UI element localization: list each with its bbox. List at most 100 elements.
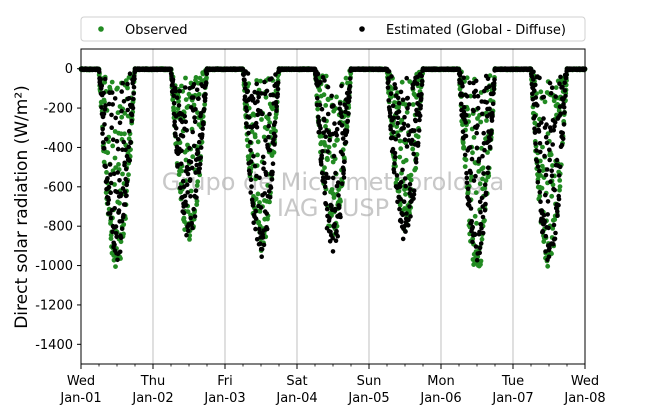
data-point (533, 82, 538, 88)
data-point (122, 160, 127, 166)
data-point (412, 128, 417, 133)
data-point (179, 168, 185, 174)
data-point (105, 176, 110, 181)
data-point (264, 211, 270, 216)
data-point (474, 257, 480, 263)
data-point (257, 175, 262, 181)
data-point (535, 103, 540, 108)
data-point (405, 123, 411, 128)
data-point (337, 106, 343, 111)
data-point (98, 77, 103, 82)
data-point (556, 173, 562, 178)
data-point (561, 122, 567, 127)
data-point (272, 120, 278, 125)
data-point (548, 152, 554, 158)
data-point (119, 114, 125, 120)
data-point (194, 183, 200, 188)
data-point (475, 105, 481, 111)
data-point (395, 120, 401, 126)
data-point (99, 105, 104, 110)
data-point (254, 124, 260, 130)
data-point (131, 91, 136, 96)
y-tick-label: -1000 (35, 259, 73, 274)
data-point (105, 150, 111, 156)
data-point (419, 78, 425, 84)
data-point (469, 156, 475, 162)
data-point (531, 69, 536, 75)
data-point (181, 210, 187, 216)
data-point (203, 80, 209, 85)
data-point (318, 79, 323, 85)
data-point (398, 89, 404, 95)
data-point (542, 99, 548, 105)
data-point (339, 181, 345, 186)
data-point (477, 199, 483, 205)
data-point (253, 196, 259, 202)
data-point (257, 209, 263, 214)
data-point (193, 75, 199, 80)
data-point (413, 156, 419, 162)
data-point (544, 167, 550, 172)
data-point (187, 237, 192, 242)
data-point (474, 220, 479, 226)
data-point (414, 81, 420, 86)
data-point (551, 127, 556, 133)
data-point (532, 88, 537, 94)
data-point (325, 111, 331, 117)
data-point (196, 96, 201, 101)
data-point (401, 121, 407, 127)
data-point (541, 212, 547, 218)
data-point (390, 103, 396, 109)
data-point (545, 263, 551, 269)
y-tick-label: -1200 (35, 298, 73, 313)
data-point (404, 211, 409, 216)
data-point (407, 204, 412, 209)
data-point (390, 146, 396, 152)
data-point (270, 169, 275, 175)
data-point (391, 130, 396, 135)
data-point (184, 128, 189, 133)
data-point (396, 188, 402, 194)
data-point (418, 95, 424, 101)
data-point (469, 174, 474, 179)
data-point (257, 200, 262, 205)
data-point (544, 122, 549, 127)
data-point (246, 115, 252, 120)
data-point (112, 155, 118, 161)
data-point (253, 216, 259, 221)
data-point (245, 143, 251, 149)
data-point (259, 247, 265, 252)
data-point (115, 170, 120, 175)
data-point (110, 143, 116, 149)
data-point (120, 80, 125, 86)
data-point (185, 209, 191, 215)
data-point (555, 213, 560, 218)
data-point (256, 94, 262, 100)
data-point (546, 225, 551, 231)
data-point (539, 163, 545, 169)
data-point (184, 182, 190, 187)
data-point (391, 169, 397, 175)
data-point (271, 150, 277, 155)
data-point (194, 195, 199, 200)
y-tick-label: -1400 (35, 338, 73, 353)
data-point (96, 69, 102, 75)
data-point (99, 83, 104, 89)
data-point (272, 142, 277, 147)
data-point (243, 81, 248, 87)
data-point (123, 166, 129, 172)
data-point (473, 88, 479, 94)
data-point (544, 140, 550, 146)
data-point (392, 154, 398, 160)
x-tick-label-date: Jan-02 (131, 391, 173, 406)
data-point (173, 126, 179, 131)
data-point (106, 197, 111, 203)
data-point (343, 75, 349, 81)
data-point (130, 96, 136, 102)
data-point (329, 203, 334, 209)
data-point (129, 118, 134, 124)
data-point (245, 71, 251, 76)
data-point (472, 213, 478, 219)
data-point (346, 98, 352, 104)
data-point (482, 207, 488, 213)
